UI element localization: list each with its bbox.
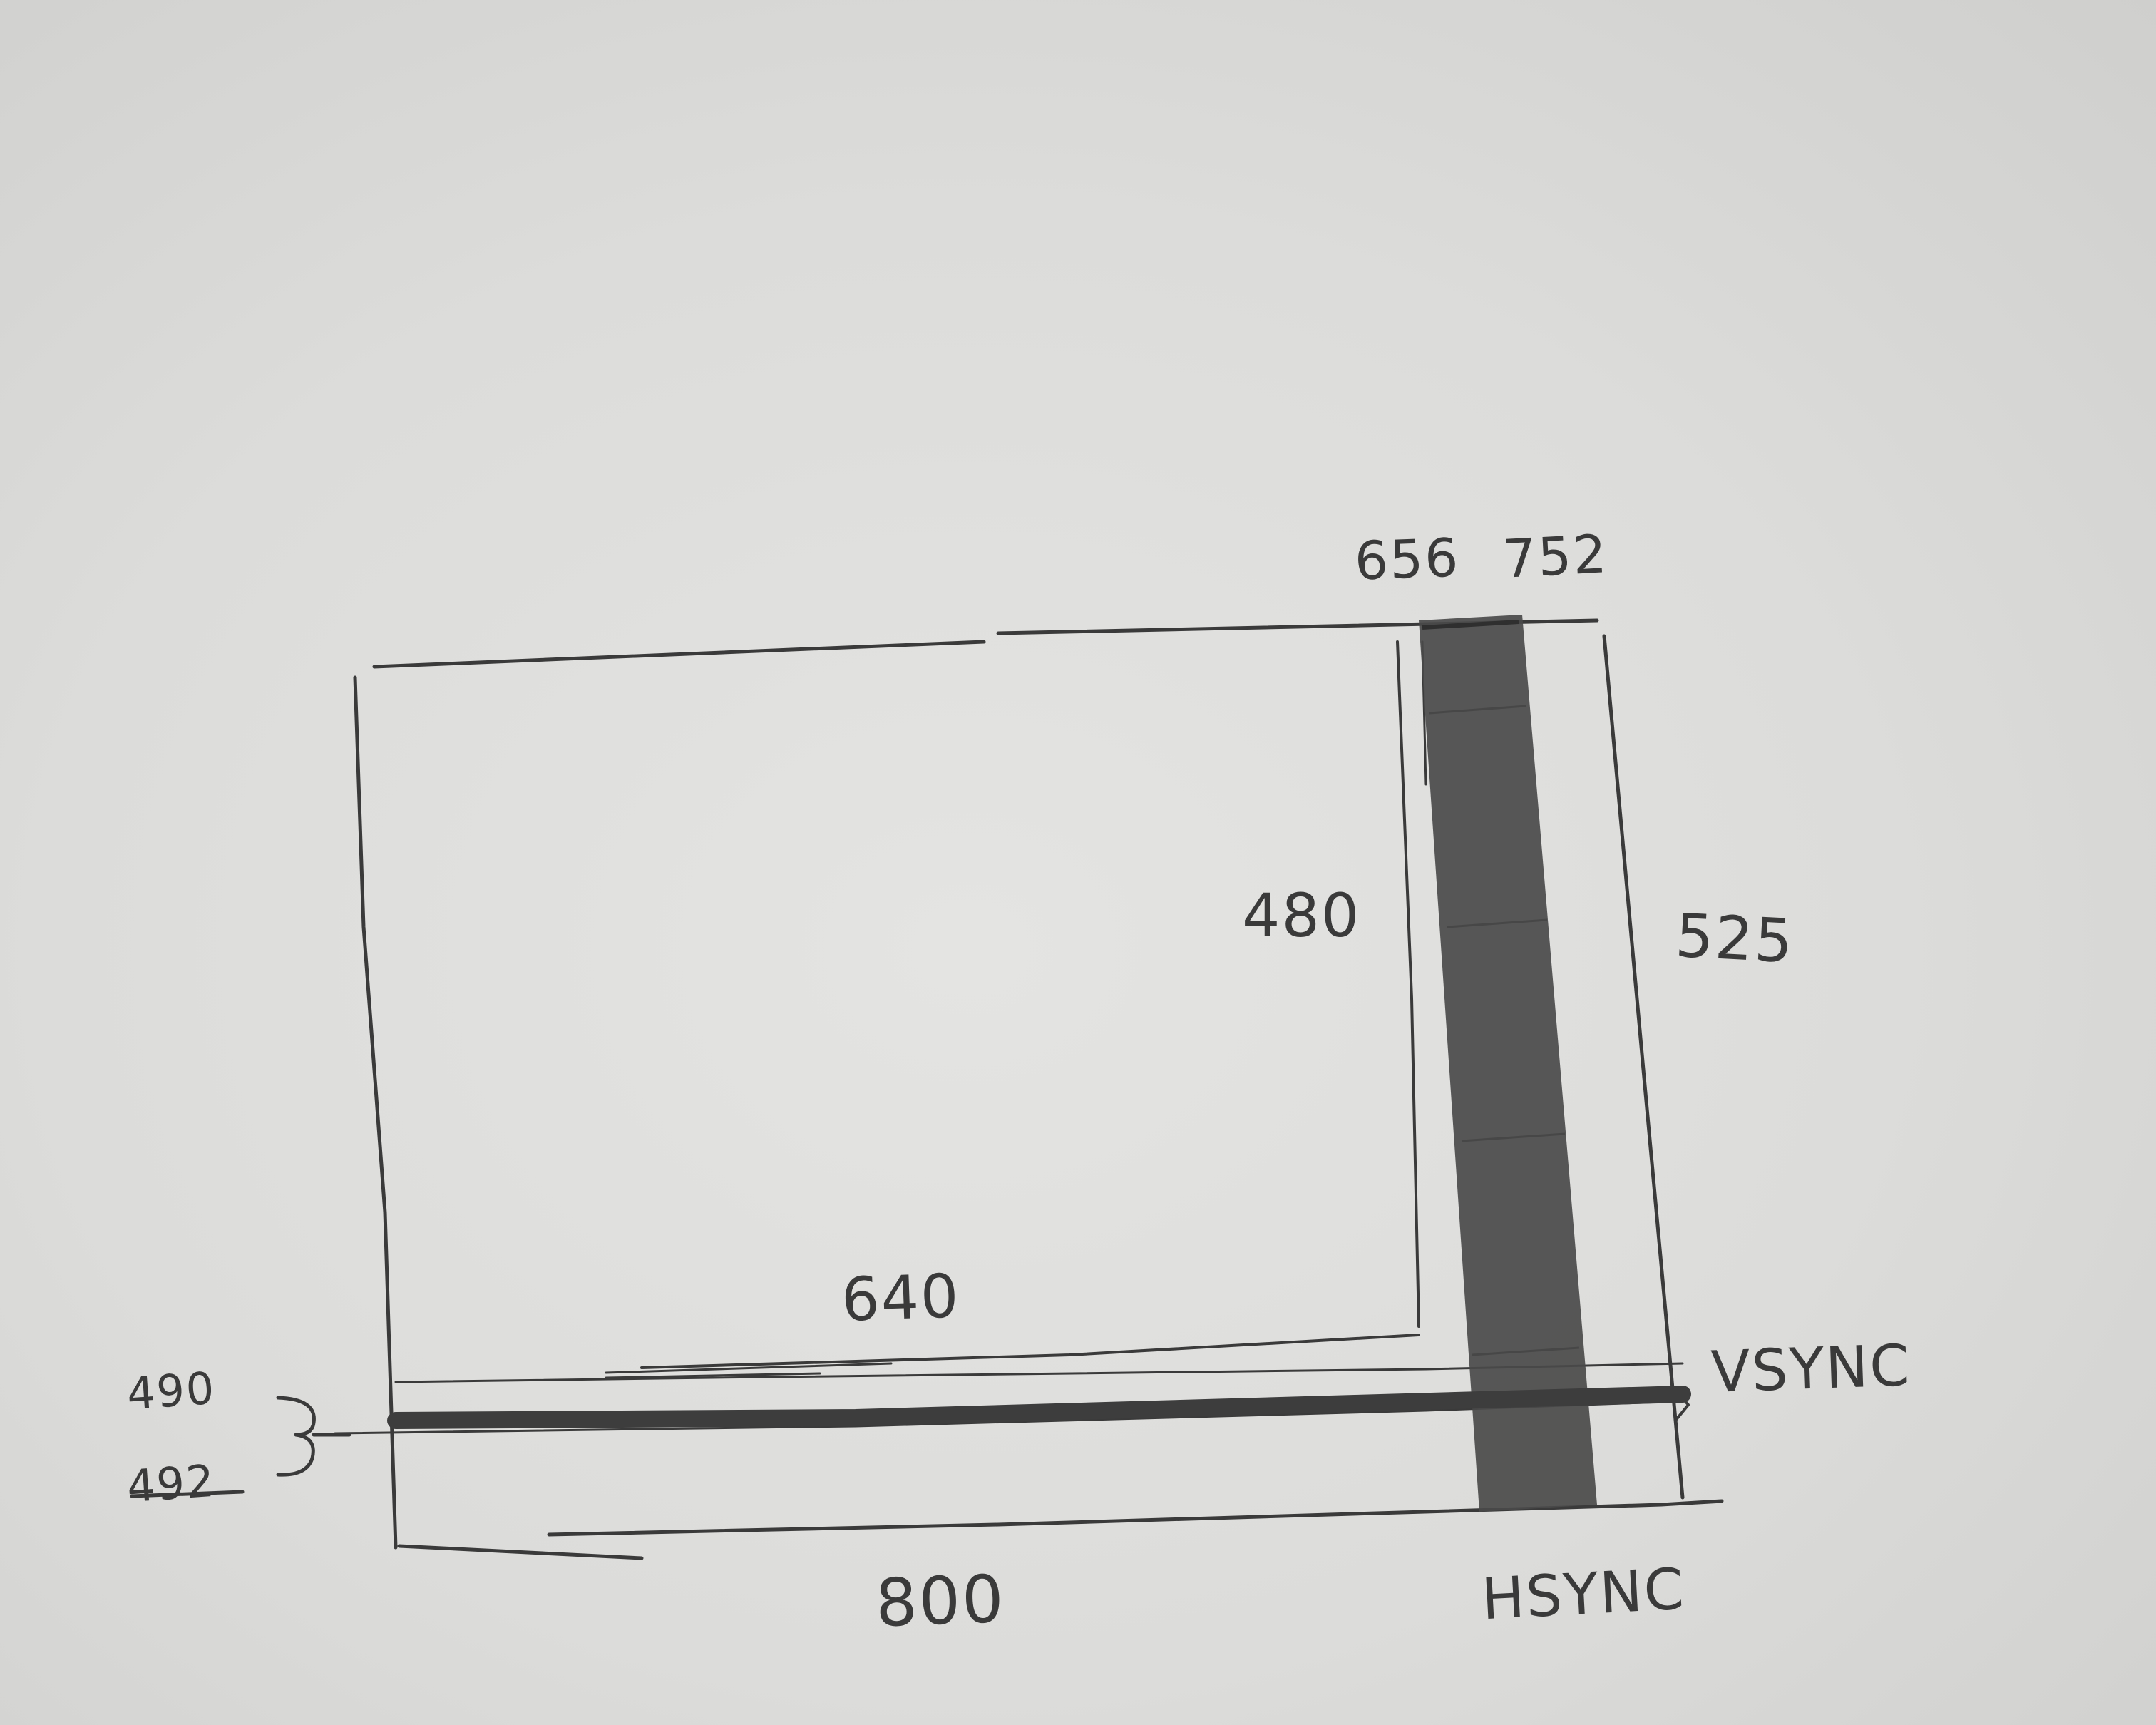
label-h-sync-end: 752	[1501, 523, 1610, 590]
visible-area-right-edge	[1396, 640, 1420, 1328]
visible-area-bottom-edge	[640, 1334, 1420, 1369]
label-v-visible: 480	[1242, 881, 1361, 951]
label-h-sync-start: 656	[1353, 527, 1461, 593]
label-v-sync-end: 492	[125, 1454, 217, 1513]
vsync-bracket	[276, 1396, 316, 1477]
frame-left-edge	[353, 675, 398, 1550]
label-vsync: VSYNC	[1710, 1332, 1912, 1406]
frame-bottom-edge	[397, 1499, 1724, 1560]
visible-area-bottom-edge-secondary	[605, 1362, 893, 1374]
label-492-underline	[130, 1490, 245, 1498]
frame-right-edge	[1602, 634, 1685, 1500]
label-hsync: HSYNC	[1479, 1555, 1687, 1633]
frame-top-edge	[372, 618, 1599, 669]
label-h-total: 800	[874, 1560, 1007, 1642]
label-v-sync-start: 490	[125, 1361, 217, 1421]
label-v-total: 525	[1673, 900, 1796, 977]
vsync-start-line-sketch	[605, 1372, 821, 1379]
label-h-visible: 640	[840, 1261, 962, 1335]
vsync-band	[387, 1386, 1691, 1429]
hsync-shaded-bar	[1419, 615, 1597, 1512]
